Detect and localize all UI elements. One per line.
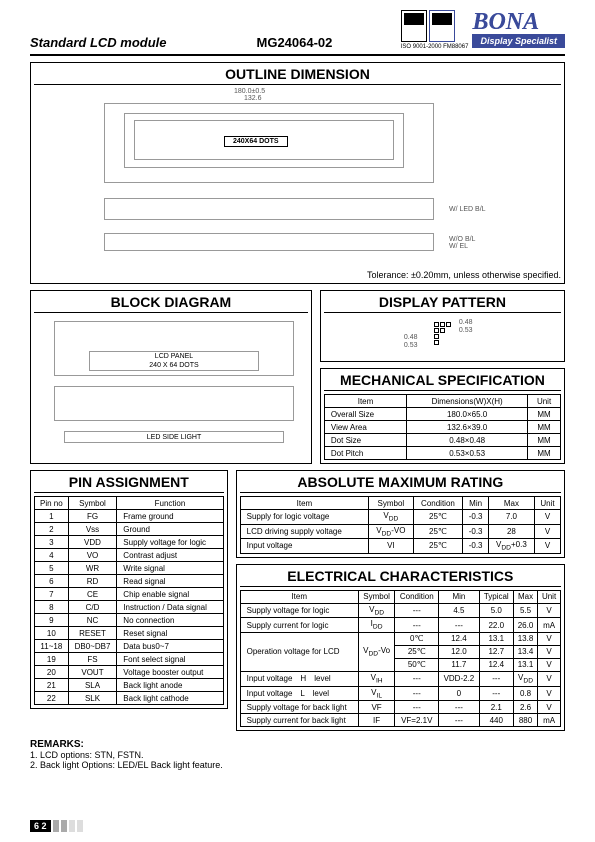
elec-section: ELECTRICAL CHARACTERISTICS ItemSymbolCon… [236, 564, 565, 731]
logo-area: ISO 9001-2000 FM88067 BONA Display Speci… [401, 10, 565, 50]
remarks-title: REMARKS: [30, 739, 565, 750]
abs-max-table: ItemSymbolConditionMinMaxUnitSupply for … [240, 496, 561, 554]
dim-053: 0.53 [459, 327, 473, 334]
page-footer: 6 2 [30, 820, 83, 832]
part-number: MG24064-02 [257, 35, 333, 50]
dim-048: 0.48 [459, 319, 473, 326]
dim-053-v: 0.53 [404, 342, 418, 349]
pin-section: PIN ASSIGNMENT Pin noSymbolFunction1FGFr… [30, 470, 228, 709]
outline-drawing: 240X64 DOTS 180.0±0.5 132.6 W/ LED B/L W… [34, 88, 561, 268]
mech-spec-section: MECHANICAL SPECIFICATION ItemDimensions(… [320, 368, 565, 464]
dim-048-v: 0.48 [404, 334, 418, 341]
tolerance-note: Tolerance: ±0.20mm, unless otherwise spe… [34, 270, 561, 280]
display-pattern-section: DISPLAY PATTERN 0.48 0.53 0.48 0.53 [320, 290, 565, 362]
doc-type-title: Standard LCD module [30, 35, 167, 50]
remarks-line-1: 1. LCD options: STN, FSTN. [30, 750, 565, 760]
led-label-1: W/ LED B/L [449, 206, 486, 213]
mech-spec-table: ItemDimensions(W)X(H)UnitOverall Size180… [324, 394, 561, 460]
dim-va-w: 132.6 [244, 95, 262, 102]
cert-badge-1 [401, 10, 427, 42]
header: Standard LCD module MG24064-02 ISO 9001-… [30, 10, 565, 50]
pin-title: PIN ASSIGNMENT [34, 474, 224, 493]
led-label-2: W/O B/L W/ EL [449, 236, 475, 250]
display-pattern-drawing: 0.48 0.53 0.48 0.53 [324, 316, 561, 358]
elec-table: ItemSymbolConditionMinTypicalMaxUnitSupp… [240, 590, 561, 727]
cert-caption: ISO 9001-2000 FM88067 [401, 44, 469, 50]
header-rule [30, 54, 565, 56]
mech-spec-title: MECHANICAL SPECIFICATION [324, 372, 561, 391]
brand-logo: BONA [472, 12, 565, 34]
abs-max-title: ABSOLUTE MAXIMUM RATING [240, 474, 561, 493]
page-number: 6 2 [30, 820, 51, 832]
abs-max-section: ABSOLUTE MAXIMUM RATING ItemSymbolCondit… [236, 470, 565, 558]
display-pattern-title: DISPLAY PATTERN [324, 294, 561, 313]
pin-table: Pin noSymbolFunction1FGFrame ground2VssG… [34, 496, 224, 705]
cert-badge-2 [429, 10, 455, 42]
block-title: BLOCK DIAGRAM [34, 294, 308, 313]
elec-title: ELECTRICAL CHARACTERISTICS [240, 568, 561, 587]
dots-label: 240X64 DOTS [224, 136, 288, 147]
remarks: REMARKS: 1. LCD options: STN, FSTN. 2. B… [30, 739, 565, 770]
outline-section: OUTLINE DIMENSION 240X64 DOTS 180.0±0.5 … [30, 62, 565, 284]
outline-title: OUTLINE DIMENSION [34, 66, 561, 85]
block-drawing: LCD PANEL 240 X 64 DOTS LED SIDE LIGHT [34, 316, 308, 451]
block-diagram-section: BLOCK DIAGRAM LCD PANEL 240 X 64 DOTS LE… [30, 290, 312, 464]
dim-overall-w: 180.0±0.5 [234, 88, 265, 95]
brand-subtitle: Display Specialist [472, 34, 565, 48]
remarks-line-2: 2. Back light Options: LED/EL Back light… [30, 760, 565, 770]
